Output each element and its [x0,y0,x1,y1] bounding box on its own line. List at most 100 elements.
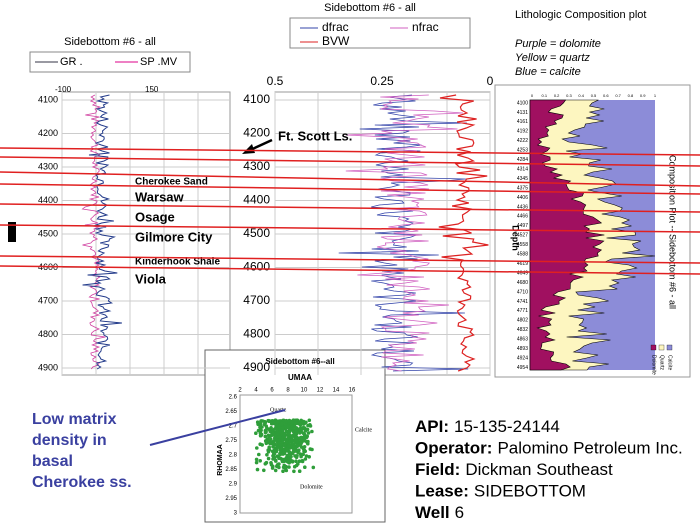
point [280,429,285,434]
point [301,452,306,457]
depth-label: 4100 [38,94,58,104]
point [273,458,278,463]
depth-label: 4400 [243,193,270,207]
point [285,447,289,452]
point [276,455,281,459]
tick-label: 12 [317,388,324,394]
point [263,439,268,443]
point [272,452,277,456]
point [296,427,301,432]
point [307,455,312,459]
info-key: API: [415,417,449,436]
point [254,431,258,436]
point [273,468,278,473]
depth-label: 4500 [38,228,58,238]
info-line: Field: Dickman Southeast [415,460,613,479]
depth-label: 4800 [243,327,270,341]
point [254,460,259,465]
point [275,419,280,424]
tick-label: 2.7 [229,424,238,430]
point [282,443,286,448]
point [286,424,291,429]
note: Purple = dolomite [515,38,601,50]
point [254,446,259,450]
point [298,436,303,440]
horizon [0,156,700,167]
depth-label: 4131 [517,110,528,116]
point [269,433,274,438]
axis-label: 0.8 [628,93,634,98]
point [280,421,284,426]
depth-label: 4497 [517,223,528,229]
depth-label: 4222 [517,138,528,144]
plot-area [239,394,353,514]
depth-label: 4300 [243,159,270,173]
legend-swatch [666,344,673,351]
note: Yellow = quartz [515,52,590,64]
axis-title: UMAA [288,373,312,382]
panel-title: Sidebottom #6 - all [324,2,416,14]
depth-label: 4436 [517,204,528,210]
marker [8,222,16,242]
axis-label: 0.5 [267,74,284,88]
point [270,466,275,470]
depth-label: 4924 [517,355,528,361]
point [272,455,277,460]
depth-label: 4314 [517,166,528,172]
point [294,463,299,468]
tick-label: 8 [286,388,290,394]
title: Sidebottom #6--all [265,357,334,366]
log-legend-box [29,51,191,73]
axis-label: 0.7 [615,93,621,98]
depth-label: 4741 [517,299,528,305]
point [268,429,273,434]
depth-label: 4500 [243,226,270,240]
point [294,429,298,434]
tick-label: 2.65 [225,409,237,415]
point [304,454,309,458]
info-key: Well [415,503,450,522]
point [299,441,303,446]
axis-label: -100 [55,85,72,94]
curve [438,94,489,372]
point [292,469,296,474]
point [277,435,282,439]
point [272,442,276,446]
info-value: Palomino Petroleum Inc. [497,439,682,458]
axis-label: 0.1 [542,93,548,98]
horizon [0,147,700,156]
point [294,449,298,453]
horizon [0,171,700,187]
point [311,465,316,470]
point [291,442,296,447]
point [306,439,310,444]
depth-label: 4253 [517,148,528,154]
point-label: Quartz [270,407,287,413]
point [295,439,300,444]
legend-label: SP .MV [140,56,178,68]
depth-label: 4558 [517,242,528,248]
depth-label: 4300 [38,161,58,171]
depth-label: 4771 [517,308,528,314]
depth-label: 4161 [517,119,528,125]
point [254,457,259,462]
axis-label: 0.6 [603,93,609,98]
tick-label: 16 [349,388,356,394]
point [289,423,294,428]
axis-label: 0 [487,74,494,88]
point [260,443,265,447]
tick-label: 2.9 [229,482,238,488]
panel-title: Sidebottom #6 - all [64,36,156,48]
legend-label: GR . [60,56,83,68]
info-key: Lease: [415,482,469,501]
point [298,431,302,435]
depth-label: 4800 [38,329,58,339]
point [295,454,299,458]
horizon [0,265,700,275]
point [278,443,282,447]
point [287,439,292,444]
note: Cherokee ss. [32,474,132,491]
depth-label: 4192 [517,129,528,135]
point [287,457,292,461]
point-label: Calcite [355,427,372,433]
